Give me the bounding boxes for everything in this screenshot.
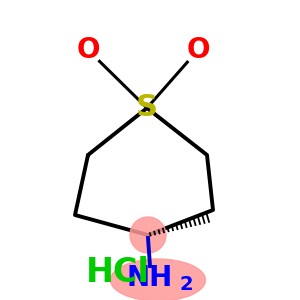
Circle shape: [130, 217, 166, 253]
Circle shape: [184, 36, 212, 64]
Text: NH: NH: [127, 264, 173, 292]
Circle shape: [74, 36, 102, 64]
Text: 2: 2: [179, 275, 193, 295]
Text: S: S: [136, 94, 158, 122]
Text: HCl: HCl: [86, 256, 150, 289]
Text: O: O: [76, 36, 100, 64]
Text: O: O: [186, 36, 210, 64]
Ellipse shape: [110, 259, 206, 300]
